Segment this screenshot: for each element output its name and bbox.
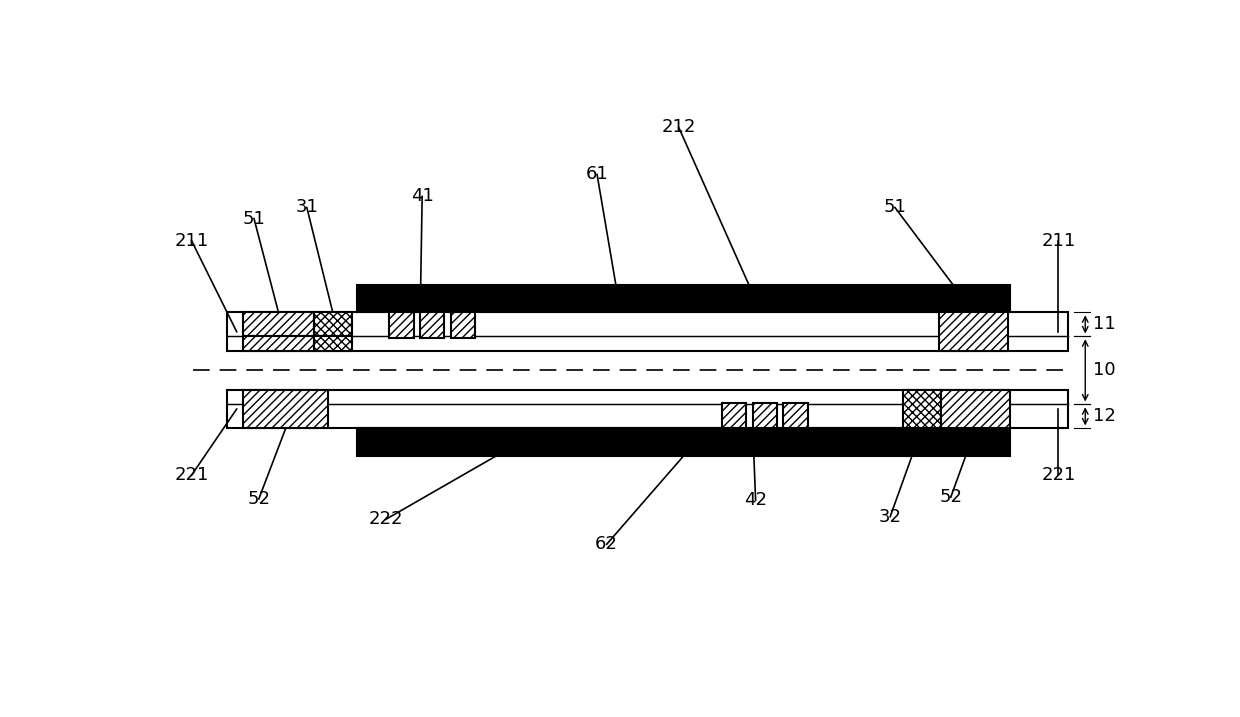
Text: 62: 62 [595, 536, 618, 554]
Text: 42: 42 [744, 491, 768, 509]
Text: 51: 51 [243, 209, 265, 227]
Bar [357, 428, 1011, 456]
Bar [243, 336, 314, 351]
Text: 51: 51 [884, 199, 906, 217]
Bar [357, 285, 1011, 313]
Text: 32: 32 [879, 508, 901, 526]
Text: 222: 222 [368, 511, 403, 528]
Bar [420, 313, 444, 338]
Text: 10: 10 [1092, 361, 1116, 379]
Bar [314, 313, 352, 336]
Bar [939, 313, 1008, 351]
Text: 212: 212 [662, 118, 696, 136]
Text: 31: 31 [295, 199, 319, 217]
Bar [243, 313, 314, 336]
Bar [784, 403, 807, 428]
Text: 52: 52 [939, 488, 962, 506]
Text: 12: 12 [1092, 407, 1116, 425]
Text: 11: 11 [1092, 315, 1116, 333]
Text: 221: 221 [175, 466, 208, 484]
Bar [389, 313, 413, 338]
Bar [314, 336, 352, 351]
Bar [941, 390, 1011, 428]
Bar [451, 313, 475, 338]
Text: 211: 211 [1042, 232, 1075, 250]
Bar [227, 390, 1068, 428]
Bar [227, 313, 1068, 351]
Bar [903, 390, 941, 428]
Bar [722, 403, 746, 428]
Text: 61: 61 [585, 166, 609, 184]
Text: 211: 211 [175, 232, 208, 250]
Text: 52: 52 [247, 490, 270, 508]
Text: 221: 221 [1042, 466, 1075, 484]
Bar [753, 403, 776, 428]
Bar [243, 390, 327, 428]
Text: 41: 41 [410, 187, 434, 206]
